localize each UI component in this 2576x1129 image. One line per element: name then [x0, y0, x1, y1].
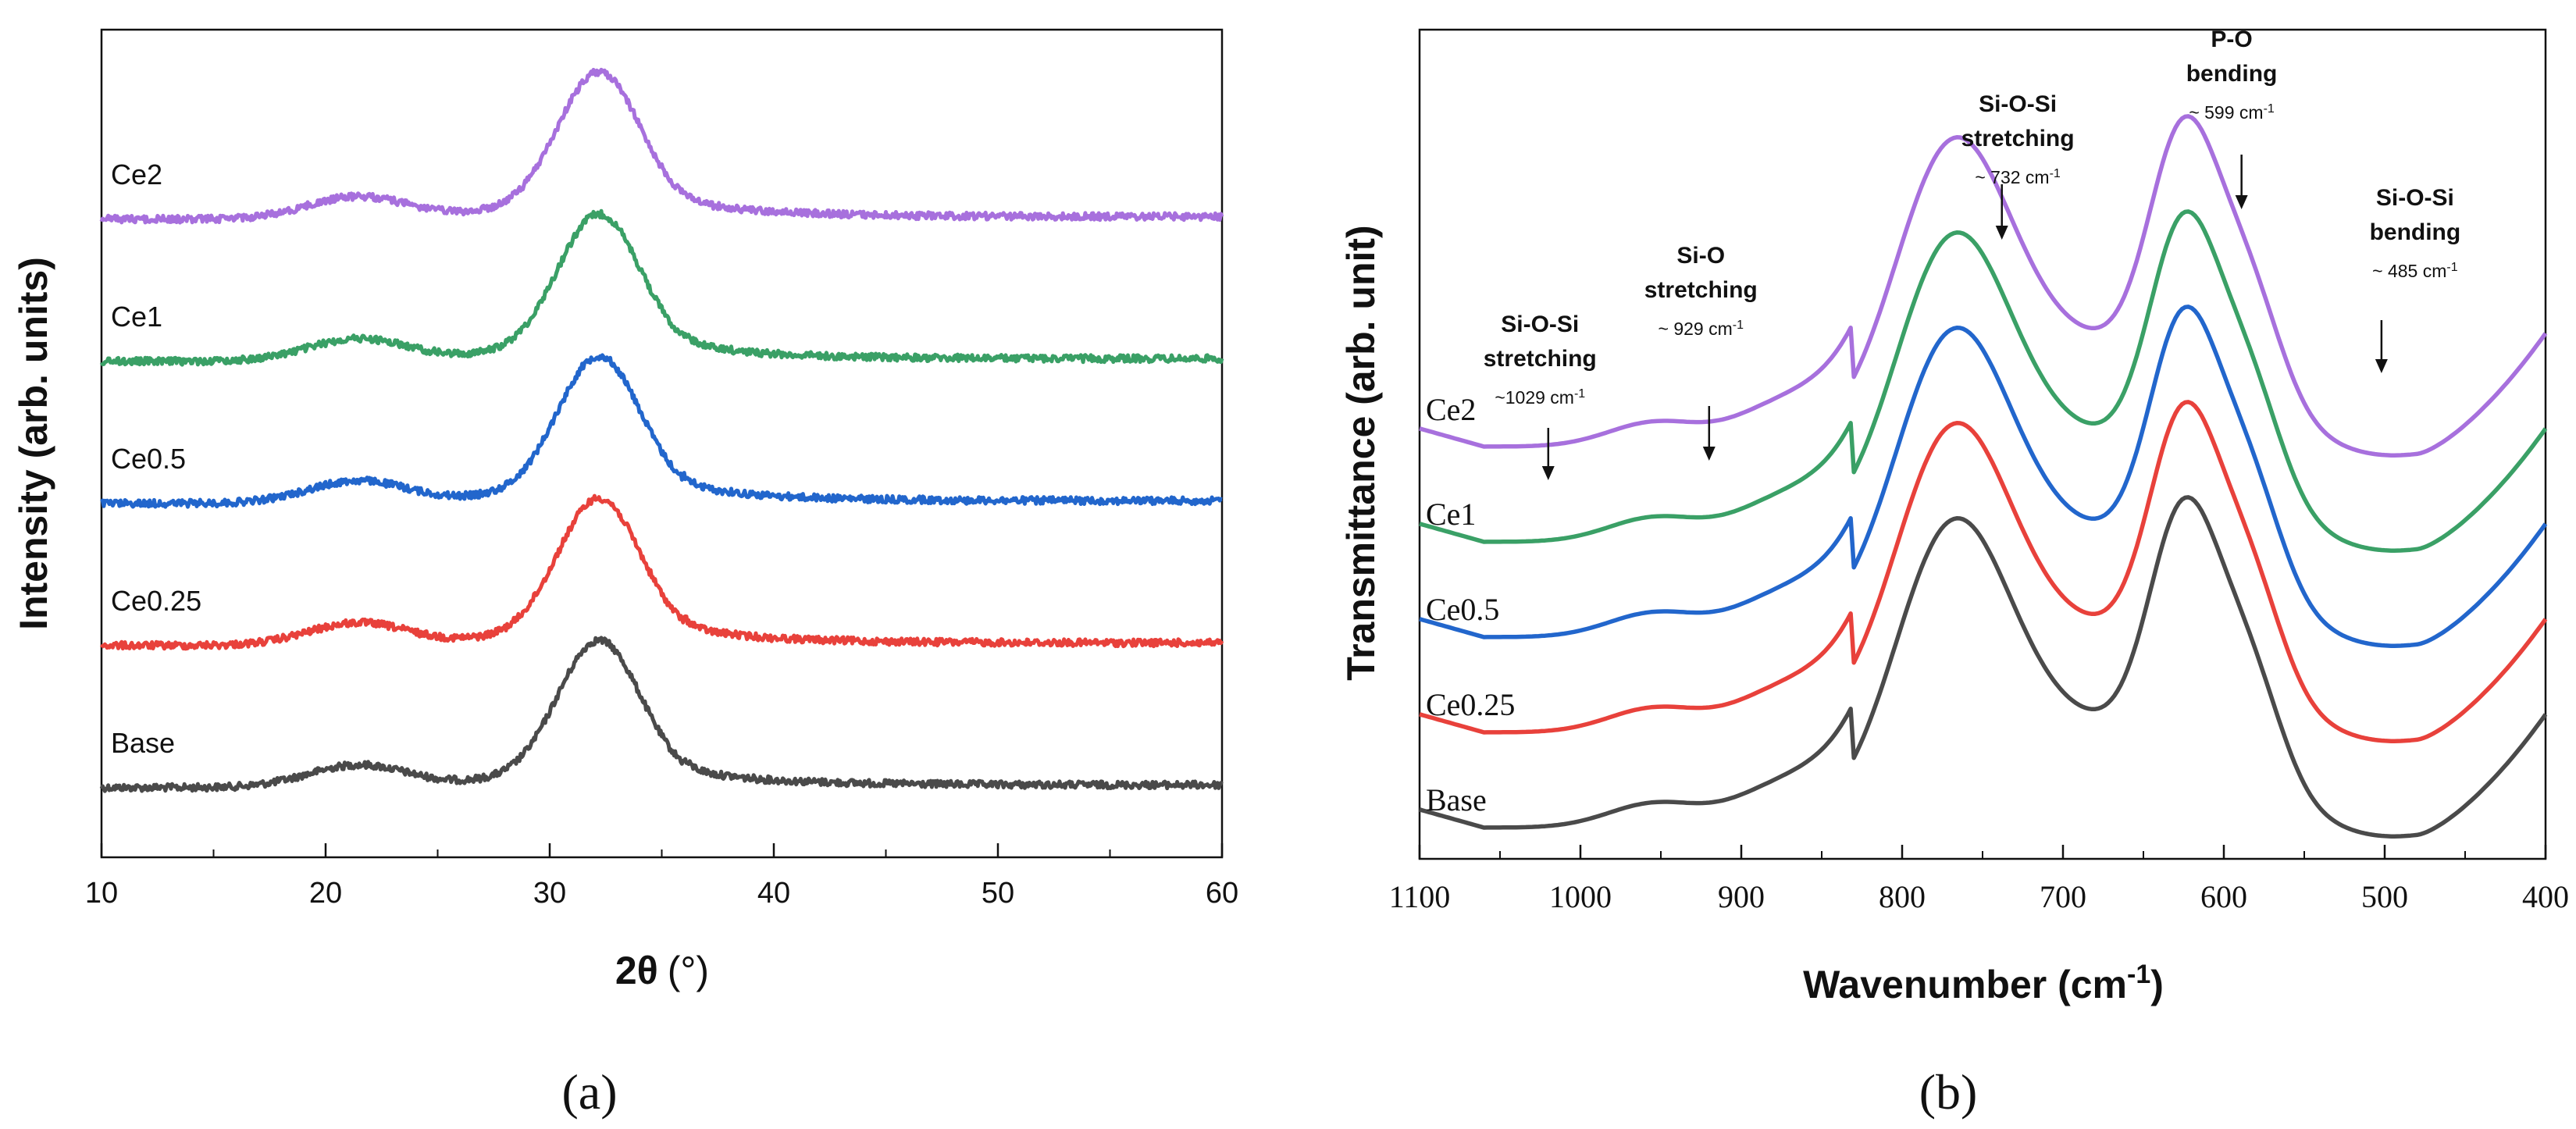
panel-a-x-tick-label: 10 — [85, 877, 118, 910]
panel-b-annotation-text: stretching — [1961, 126, 2075, 151]
panel-b-annotation-text: Si-O-Si — [1501, 312, 1579, 337]
panel-b-annotation-text: bending — [2186, 61, 2278, 87]
panel-b-x-tick-label: 1000 — [1549, 879, 1612, 914]
panel-a-x-tick-label: 50 — [982, 877, 1014, 910]
panel-a-series-line-base — [99, 636, 1224, 793]
panel-b-annotation-value: ~ 929 cm-1 — [1659, 319, 1744, 340]
panel-b-x-tick-label: 600 — [2200, 879, 2247, 914]
panel-a-series-label-ce2: Ce2 — [111, 158, 162, 191]
panel-b-annotation-value: ~ 732 cm-1 — [1975, 167, 2061, 188]
panel-a-series-line-ce2 — [99, 67, 1224, 225]
panel-b-label: (b) — [1919, 1064, 1978, 1120]
panel-b-series-line-ce0-5 — [1419, 305, 2548, 648]
panel-a-x-tick-label: 20 — [309, 877, 342, 910]
panel-b-annotation-arrowhead — [2375, 359, 2388, 373]
panel-b-x-axis-label: Wavenumber (cm-1) — [1803, 960, 2164, 1006]
panel-b-series-labels: Base Ce0.25 Ce0.5 Ce1 Ce2 — [1426, 392, 1515, 817]
panel-a-x-tick-label: 60 — [1206, 877, 1238, 910]
panel-a-series-labels: Base Ce0.25 Ce0.5 Ce1 Ce2 — [111, 158, 201, 759]
panel-b-series-line-ce2 — [1419, 114, 2548, 458]
panel-b-y-axis-label: Transmittance (arb. unit) — [1339, 225, 1383, 680]
panel-a-x-axis-label: 2θ (°) — [615, 949, 709, 992]
panel-a-series-group — [99, 67, 1224, 793]
panel-b-annotation-text: P-O — [2211, 27, 2252, 52]
panel-b-series-label-ce0-5: Ce0.5 — [1426, 592, 1499, 627]
panel-a-series-line-ce0-5 — [100, 353, 1224, 509]
panel-b-annotation-arrowhead — [1995, 226, 2008, 240]
panel-a-chart: 10 20 30 40 50 60 Base Ce0.25 Ce0.5 Ce1 Ce2 Inten… — [12, 28, 1238, 1120]
panel-b-x-tick-label: 400 — [2522, 879, 2569, 914]
panel-b-annotation-value: ~ 599 cm-1 — [2189, 102, 2275, 123]
panel-b-annotation-value: ~ 485 cm-1 — [2372, 261, 2458, 282]
panel-a-series-line-ce0-25 — [99, 493, 1224, 651]
panel-b-annotation-text: stretching — [1644, 277, 1758, 303]
panel-b-annotation-text: stretching — [1484, 346, 1597, 372]
panel-b-x-ticks: 1100 1000 900 800 700 600 500 400 — [1389, 845, 2569, 914]
panel-b-series-line-ce1 — [1419, 209, 2548, 553]
panel-a-series-label-ce0-25: Ce0.25 — [111, 585, 201, 617]
panel-a-y-axis-label: Intensity (arb. units) — [12, 257, 55, 630]
panel-b-series-group — [1419, 114, 2548, 839]
panel-b-series-line-ce0-25 — [1419, 400, 2548, 743]
panel-b-annotation-text: Si-O — [1676, 243, 1725, 269]
panel-b-chart: 1100 1000 900 800 700 600 500 400 Base Ce0.25 Ce0… — [1339, 27, 2569, 1120]
panel-b-annotation-text: Si-O-Si — [1979, 91, 2057, 117]
panel-b-x-tick-label: 800 — [1879, 879, 1926, 914]
panel-b-annotation-arrowhead — [2235, 195, 2248, 209]
panel-a-x-axis-label-unit: (°) — [668, 949, 709, 992]
panel-b-annotation-arrowhead — [1541, 466, 1555, 480]
panel-b-annotation-text: Si-O-Si — [2376, 185, 2454, 211]
panel-a-x-tick-label: 40 — [757, 877, 790, 910]
panel-a-series-line-ce1 — [99, 208, 1224, 367]
panel-b-x-tick-label: 500 — [2361, 879, 2408, 914]
panel-a-series-label-ce0-5: Ce0.5 — [111, 443, 186, 475]
panel-b-x-axis-label-main: Wavenumber (cm — [1803, 963, 2127, 1006]
panel-b-x-tick-label: 700 — [2040, 879, 2086, 914]
panel-b-annotations: Si-O-Si stretching ~1029 cm-1 Si-O stretchin… — [1484, 27, 2460, 480]
panel-a-series-label-base: Base — [111, 727, 175, 759]
panel-a-x-tick-label: 30 — [533, 877, 566, 910]
panel-b-series-label-ce0-25: Ce0.25 — [1426, 687, 1515, 722]
panel-b-x-axis-label-close: ) — [2150, 963, 2164, 1006]
panel-b-series-label-base: Base — [1426, 782, 1487, 817]
panel-b-x-axis-label-sup: -1 — [2127, 960, 2150, 989]
panel-b-series-label-ce2: Ce2 — [1426, 392, 1476, 427]
panel-b-series-line-base — [1419, 495, 2548, 839]
panel-b-x-tick-label: 1100 — [1389, 879, 1451, 914]
panel-a-x-axis-label-main: 2θ — [615, 949, 658, 992]
panel-a-series-label-ce1: Ce1 — [111, 301, 162, 333]
panel-a-x-ticks: 10 20 30 40 50 60 — [85, 843, 1238, 910]
panel-b-x-tick-label: 900 — [1718, 879, 1765, 914]
panel-b-series-label-ce1: Ce1 — [1426, 497, 1476, 532]
panel-b-annotation-arrowhead — [1702, 447, 1716, 461]
panel-b-annotation-value: ~1029 cm-1 — [1495, 387, 1585, 408]
panel-b-annotation-text: bending — [2370, 219, 2461, 245]
panel-a-label: (a) — [561, 1064, 617, 1120]
